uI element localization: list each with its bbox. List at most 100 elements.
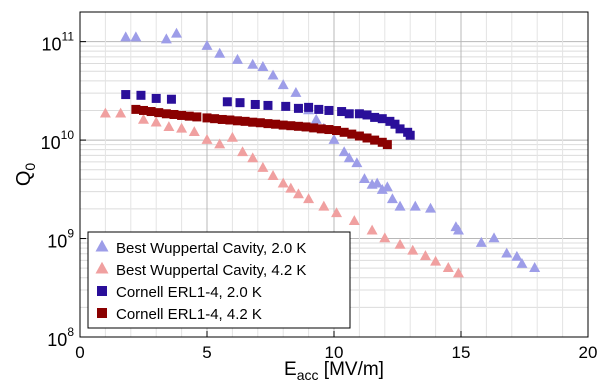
data-point [488, 232, 500, 243]
data-point [146, 107, 156, 117]
data-point [271, 119, 281, 129]
data-point [425, 202, 437, 213]
y-axis-label: Q0 [13, 163, 38, 187]
data-point [217, 114, 227, 124]
data-point [409, 200, 421, 211]
data-point [267, 170, 279, 180]
data-point [292, 188, 304, 199]
data-point [371, 177, 383, 188]
data-point [166, 94, 176, 104]
data-point [405, 130, 415, 140]
data-point [382, 140, 392, 150]
legend-marker [95, 261, 109, 274]
data-point [232, 116, 242, 126]
data-point [377, 114, 387, 124]
x-axis-label-main: E [284, 359, 297, 380]
data-point [247, 152, 259, 163]
data-point [293, 121, 303, 131]
y-tick-label: 109 [47, 227, 74, 252]
data-point [240, 116, 250, 126]
legend-marker [97, 286, 107, 296]
legend-label: Cornell ERL1-4, 2.0 K [116, 284, 262, 301]
data-point [176, 122, 188, 133]
data-point [214, 47, 226, 58]
x-tick-label: 15 [452, 343, 471, 362]
data-point [366, 224, 378, 235]
legend-item: Cornell ERL1-4, 2.0 K [97, 284, 262, 301]
data-point [351, 157, 363, 168]
data-point [442, 262, 454, 272]
data-point [501, 247, 513, 258]
data-point [377, 137, 387, 147]
data-point [338, 146, 350, 157]
data-point [318, 200, 330, 211]
data-point [151, 93, 161, 103]
data-point [255, 118, 265, 128]
legend-item: Best Wuppertal Cavity, 2.0 K [95, 239, 306, 257]
data-point [201, 133, 213, 144]
legend-label: Cornell ERL1-4, 4.2 K [116, 306, 262, 323]
data-point [138, 113, 149, 124]
data-point [516, 257, 528, 268]
legend-label: Best Wuppertal Cavity, 2.0 K [116, 240, 306, 257]
data-point [286, 121, 296, 131]
legend-item: Cornell ERL1-4, 4.2 K [97, 306, 262, 323]
data-point [475, 236, 487, 247]
x-tick-label: 10 [325, 343, 344, 362]
series-4 [131, 104, 392, 150]
data-point [188, 126, 200, 137]
data-point [301, 122, 311, 132]
data-point [136, 90, 146, 100]
data-point [354, 131, 364, 141]
data-point [337, 107, 347, 117]
series-3 [121, 90, 415, 140]
data-point [324, 125, 334, 135]
data-point [210, 114, 220, 124]
data-point [150, 116, 162, 127]
data-point [201, 40, 213, 50]
data-point [310, 113, 322, 124]
data-point [379, 232, 391, 243]
data-point [120, 31, 132, 42]
data-point [362, 110, 372, 120]
data-point [160, 33, 172, 44]
data-point [370, 112, 380, 122]
y-axis-label-main: Q [13, 171, 35, 187]
y-axis-label-subscript: 0 [22, 163, 38, 171]
data-point [237, 146, 249, 157]
data-point [381, 181, 393, 192]
data-point [257, 61, 269, 71]
data-point [131, 104, 141, 114]
data-point [263, 119, 273, 129]
data-point [309, 123, 319, 133]
data-point [395, 124, 405, 134]
data-point [177, 110, 187, 120]
data-point [419, 250, 431, 261]
data-point [386, 193, 398, 204]
x-axis-label: Eacc [MV/m] [284, 359, 384, 383]
data-point [529, 262, 541, 272]
series-1 [120, 27, 541, 272]
data-point [235, 98, 245, 108]
data-point [331, 207, 343, 218]
data-point [452, 224, 464, 235]
data-point [452, 267, 464, 278]
data-point [277, 177, 289, 188]
data-point [511, 250, 523, 261]
axis-ticks: 0 5 10 15 20 108 109 1010 1011 [41, 30, 598, 362]
data-point [324, 105, 334, 115]
data-point [267, 69, 279, 80]
data-point [430, 255, 442, 266]
data-point [278, 120, 288, 130]
data-point [161, 109, 171, 119]
data-point [293, 103, 303, 113]
data-point [263, 100, 273, 110]
y-tick-label: 1010 [41, 128, 75, 153]
data-point [394, 238, 406, 249]
data-point [290, 86, 302, 97]
data-point [344, 109, 354, 119]
legend-marker [97, 308, 107, 318]
x-axis-label-unit: [MV/m] [319, 359, 384, 380]
